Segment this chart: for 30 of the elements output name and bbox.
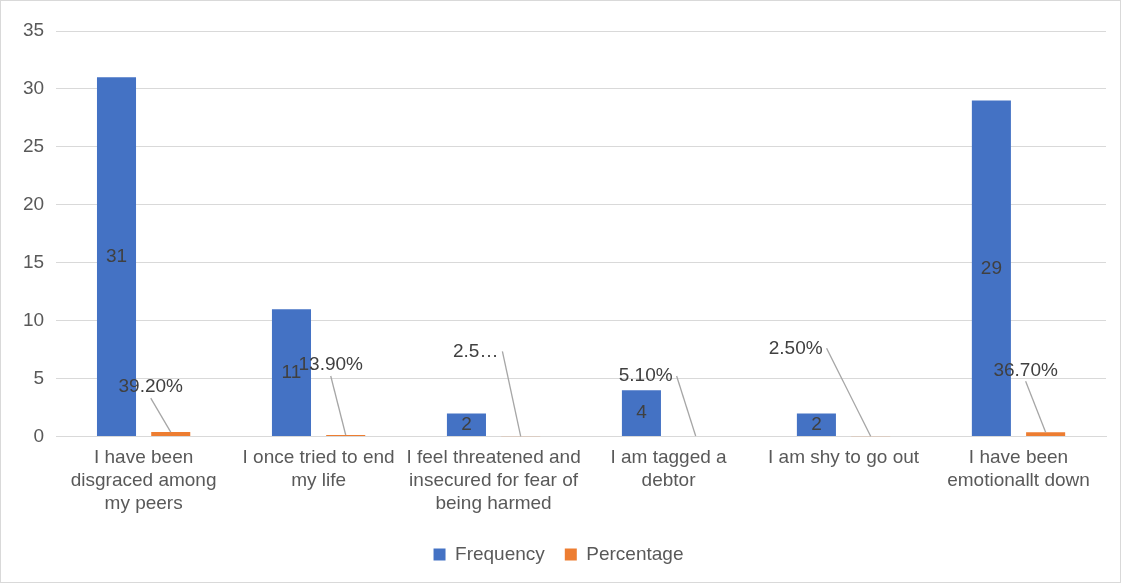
bar bbox=[151, 432, 191, 437]
x-tick-label: I am tagged a debtor bbox=[610, 446, 728, 491]
data-label: 2 bbox=[461, 413, 472, 434]
y-tick-label: 0 bbox=[33, 424, 45, 446]
data-label: 29 bbox=[980, 256, 1002, 278]
x-tick-label: I have been emotionallt down bbox=[947, 446, 1090, 491]
data-label: 2 bbox=[811, 413, 822, 434]
legend-label: Percentage bbox=[586, 542, 684, 564]
x-tick-label: I have been disgraced among my peers bbox=[70, 446, 217, 513]
y-tick-label: 10 bbox=[22, 308, 45, 330]
legend-label: Frequency bbox=[455, 542, 546, 564]
data-label: 2.50% bbox=[768, 336, 823, 358]
x-tick-label: I once tried to end my life bbox=[242, 446, 395, 491]
bar bbox=[446, 413, 486, 437]
data-label: 31 bbox=[105, 244, 128, 266]
bar bbox=[1026, 432, 1066, 437]
y-tick-label: 35 bbox=[22, 19, 45, 41]
data-label: 4 bbox=[636, 401, 648, 423]
data-label: 2.5… bbox=[452, 339, 499, 361]
y-tick-label: 20 bbox=[22, 193, 45, 215]
y-tick-label: 15 bbox=[22, 251, 45, 273]
bar bbox=[796, 413, 836, 437]
data-label: 11 bbox=[281, 360, 302, 382]
y-tick-label: 30 bbox=[22, 77, 45, 99]
x-tick-label: I am shy to go out bbox=[768, 446, 920, 468]
data-label: 5.10% bbox=[618, 364, 673, 386]
y-tick-label: 25 bbox=[22, 135, 45, 157]
bar bbox=[621, 390, 661, 437]
x-tick-label: I feel threatened and insecured for fear of being harmed bbox=[406, 446, 581, 513]
y-tick-label: 5 bbox=[33, 366, 45, 388]
